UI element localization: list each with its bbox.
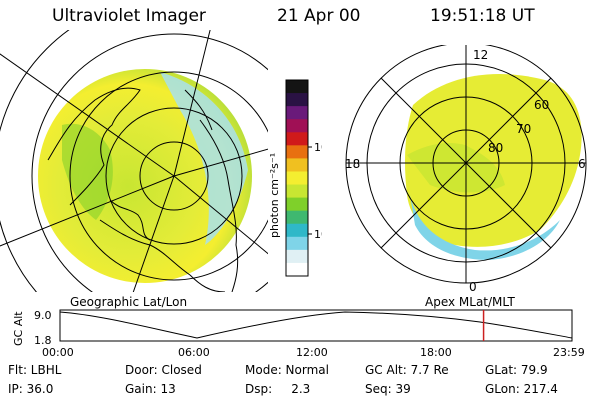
colorbar-stripe <box>286 236 308 251</box>
ytick-9: 9.0 <box>34 309 52 322</box>
altitude-curve <box>59 311 573 339</box>
colorbar-stripe <box>286 145 308 159</box>
altitude-plot: 9.0 1.8 GC Alt 00:00 06:00 12:00 18:00 2… <box>12 309 585 359</box>
magnetic-image-panel: 12 18 6 0 60 70 80 <box>345 45 587 294</box>
colorbar-stripe <box>286 197 308 212</box>
ytick-1-8: 1.8 <box>34 334 52 347</box>
colorbar-stripe <box>286 184 308 199</box>
colorbar-stripe <box>286 158 308 172</box>
day-side-gap <box>160 72 248 245</box>
xtick-1800: 18:00 <box>420 346 452 359</box>
colorbar-unit-label: photon cm⁻²s⁻¹ <box>268 153 281 238</box>
xtick-0600: 06:00 <box>178 346 210 359</box>
mlat-label-60: 60 <box>534 98 549 112</box>
colorbar-stripe <box>286 132 308 146</box>
mlat-label-80: 80 <box>488 141 503 155</box>
colorbar-stripe <box>286 262 308 277</box>
colorbar-stripe <box>286 223 308 238</box>
mlt-label-0: 0 <box>469 280 477 294</box>
info-gain: Gain: 13 <box>125 382 176 396</box>
info-door: Door: Closed <box>125 363 202 377</box>
mlt-label-18: 18 <box>345 157 360 171</box>
altitude-ylabel: GC Alt <box>12 311 25 346</box>
xtick-1200: 12:00 <box>296 346 328 359</box>
info-mode: Mode: Normal <box>245 363 329 377</box>
colorbar-tick-100: 100 <box>314 141 322 154</box>
header-time: 19:51:18 UT <box>430 6 535 26</box>
info-glat: GLat: 79.9 <box>485 363 548 377</box>
header-date: 21 Apr 00 <box>277 6 361 26</box>
instrument-title: Ultraviolet Imager <box>52 6 206 26</box>
colorbar-stripe <box>286 249 308 264</box>
info-dsp: Dsp: 2.3 <box>245 382 311 396</box>
colorbar-stripe <box>286 171 308 186</box>
colorbar-stripe <box>286 106 308 120</box>
xtick-0000: 00:00 <box>42 346 74 359</box>
colorbar-stripe <box>286 210 308 225</box>
colorbar-stripe <box>286 119 308 133</box>
info-glon: GLon: 217.4 <box>485 382 558 396</box>
colorbar-stripe <box>286 93 308 107</box>
colorbar-stripe <box>286 80 308 94</box>
colorbar: 100 10 photon cm⁻²s⁻¹ <box>268 79 322 277</box>
geographic-image-panel <box>0 30 268 292</box>
info-filter: Flt: LBHL <box>8 363 62 377</box>
mlat-label-70: 70 <box>516 122 531 136</box>
info-gc-alt: GC Alt: 7.7 Re <box>365 363 449 377</box>
colorbar-tick-10: 10 <box>314 228 322 241</box>
aurora-oval-magnetic <box>405 73 582 247</box>
mlt-label-12: 12 <box>473 48 488 62</box>
info-ip: IP: 36.0 <box>8 382 54 396</box>
mlt-label-6: 6 <box>578 157 586 171</box>
geographic-caption: Geographic Lat/Lon <box>70 295 188 309</box>
magnetic-caption: Apex MLat/MLT <box>425 295 515 309</box>
xtick-2359: 23:59 <box>553 346 585 359</box>
info-seq: Seq: 39 <box>365 382 411 396</box>
